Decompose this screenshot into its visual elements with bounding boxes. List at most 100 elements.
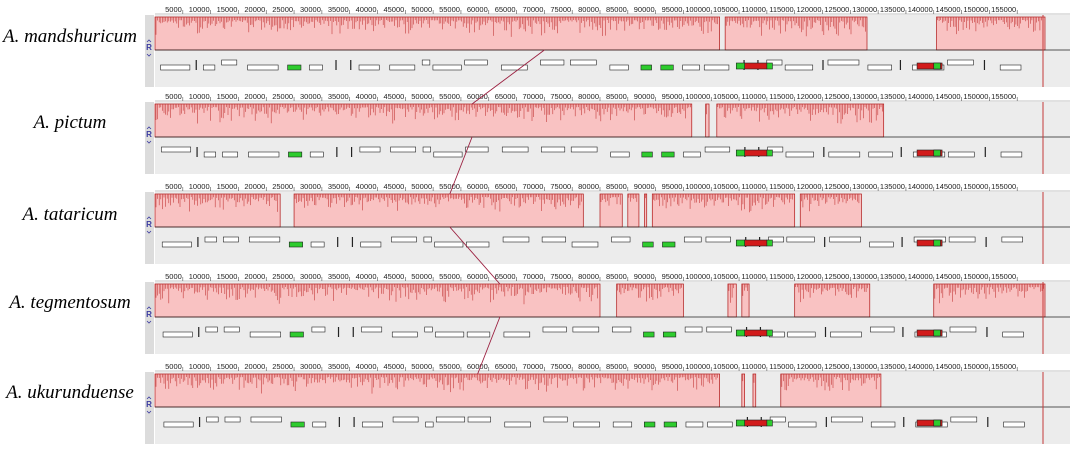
- ruler-tick-label: 50000: [411, 5, 432, 14]
- ruler-tick-label: 25000: [272, 5, 293, 14]
- scroll-down-icon: [146, 53, 152, 57]
- gene-box: [949, 326, 977, 333]
- ruler-tick-label: 90000: [634, 5, 655, 14]
- rrna-gene: [662, 331, 677, 338]
- reference-r-label: R: [146, 130, 152, 139]
- species-labels: A. mandshuricum A. pictum A. tataricum A…: [1, 26, 137, 403]
- similarity-profile: [617, 284, 682, 302]
- ruler-tick-label: 75000: [550, 92, 571, 101]
- gene-box: [160, 64, 191, 71]
- ruler-tick-label: 10000: [189, 92, 210, 101]
- ruler-tick-label: 155000: [991, 272, 1016, 281]
- gene-box: [223, 326, 240, 333]
- gene-box: [361, 326, 383, 333]
- panel-controls: R: [145, 15, 154, 87]
- gene-box: [360, 241, 382, 248]
- ruler-tick-label: 125000: [824, 5, 849, 14]
- gene-box: [503, 331, 531, 338]
- gene-box: [247, 64, 279, 71]
- ruler-tick-label: 100000: [685, 5, 710, 14]
- ir-gene-cluster: [916, 419, 943, 427]
- reference-r-label: R: [146, 220, 152, 229]
- scroll-down-icon: [146, 410, 152, 414]
- ruler-tick-label: 65000: [495, 5, 516, 14]
- ruler-tick-label: 110000: [741, 92, 765, 101]
- ruler-tick-label: 90000: [634, 182, 655, 191]
- ruler-tick-label: 65000: [495, 362, 516, 371]
- ruler-tick-label: 85000: [606, 272, 627, 281]
- gene-box: [570, 59, 597, 66]
- rrna-gene: [660, 64, 674, 71]
- gene-annotations: [161, 236, 1023, 248]
- ruler-tick-label: 130000: [852, 362, 877, 371]
- gene-box: [224, 416, 241, 423]
- ruler-tick-label: 135000: [880, 362, 905, 371]
- rrna-gene: [661, 151, 675, 158]
- rrna-gene: [662, 241, 676, 248]
- ruler-tick-label: 135000: [880, 5, 905, 14]
- ruler-tick-label: 135000: [880, 182, 905, 191]
- ruler-tick-label: 10000: [189, 5, 210, 14]
- ruler-tick-label: 110000: [741, 5, 765, 14]
- ruler-tick-label: 110000: [741, 182, 765, 191]
- ruler-tick-label: 45000: [383, 272, 404, 281]
- ruler-tick-label: 120000: [796, 272, 821, 281]
- ruler-tick-label: 95000: [662, 92, 683, 101]
- ruler-tick-label: 45000: [383, 362, 404, 371]
- ruler-tick-label: 100000: [685, 182, 710, 191]
- lcb-connector: [471, 49, 545, 105]
- similarity-profile: [653, 194, 793, 213]
- gene-box: [786, 236, 815, 243]
- rrna-gene: [290, 421, 305, 428]
- gene-box: [683, 236, 702, 243]
- ruler-tick-label: 20000: [244, 92, 265, 101]
- ruler-tick-label: 150000: [963, 182, 988, 191]
- gene-box: [222, 151, 238, 158]
- gene-box: [423, 236, 432, 243]
- similarity-profile: [155, 374, 718, 394]
- ruler-tick-label: 45000: [383, 182, 404, 191]
- species-label-mandshuricum: A. mandshuricum: [1, 26, 137, 47]
- rrna-gene: [288, 151, 303, 158]
- ruler-tick-label: 85000: [606, 362, 627, 371]
- track-panel-4: 5000 10000 15000 20000 25000 30000 35000 40000 4…: [145, 272, 1070, 354]
- gene-box: [358, 64, 380, 71]
- ruler-tick-label: 5000: [165, 5, 182, 14]
- ruler-tick-label: 55000: [439, 272, 460, 281]
- ruler-tick-label: 105000: [713, 5, 738, 14]
- ruler-tick-label: 50000: [411, 362, 432, 371]
- ruler-tick-label: 155000: [991, 362, 1016, 371]
- ruler-tick-label: 50000: [411, 272, 432, 281]
- rrna-gene: [640, 64, 652, 71]
- gene-box: [249, 331, 281, 338]
- gene-box: [163, 421, 194, 428]
- ruler-tick-label: 65000: [495, 182, 516, 191]
- ruler-tick-label: 115000: [769, 5, 793, 14]
- gene-box: [870, 421, 896, 428]
- ruler-tick-label: 115000: [769, 182, 793, 191]
- ruler-tick-label: 90000: [634, 362, 655, 371]
- rrna-gene: [642, 241, 654, 248]
- gene-annotations: [161, 146, 1023, 158]
- ruler-tick-label: 40000: [356, 182, 377, 191]
- ruler-tick-label: 60000: [467, 362, 488, 371]
- gene-box: [425, 421, 434, 428]
- gene-box: [465, 146, 489, 153]
- gene-box: [612, 421, 633, 428]
- scroll-up-icon: [146, 306, 152, 310]
- gene-box: [206, 416, 219, 423]
- control-strip: [145, 192, 154, 264]
- ruler-tick-label: 140000: [908, 182, 933, 191]
- scroll-up-icon: [146, 216, 152, 220]
- gene-box: [612, 326, 632, 333]
- gene-box: [161, 241, 192, 248]
- ruler-tick-label: 90000: [634, 92, 655, 101]
- ruler-tick-label: 105000: [713, 182, 738, 191]
- panel-controls: R: [145, 102, 154, 174]
- ruler-tick-label: 20000: [244, 362, 265, 371]
- ruler-tick-label: 55000: [439, 182, 460, 191]
- lcb-block: [724, 16, 868, 51]
- rrna-gene: [643, 421, 656, 428]
- ruler-tick-label: 155000: [991, 5, 1016, 14]
- ruler-tick-label: 150000: [963, 92, 988, 101]
